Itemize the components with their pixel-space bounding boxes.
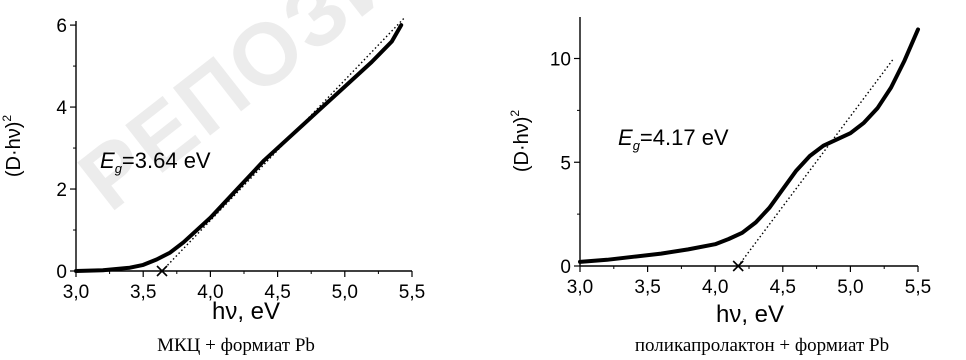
eg-annotation: Eg=4.17 eV (618, 125, 729, 153)
x-axis-label: hν, eV (212, 298, 280, 325)
chart-panel-1: 3,0 3,5 4,0 4,5 5,0 5,5 0 2 4 6 hν, eV (D·hν)2 МКЦ +… (0, 16, 425, 356)
chart-panel-2: 3,0 3,5 4,0 4,5 5,0 5,5 0 5 10 hν, eV (D·hν)2 полик… (508, 17, 931, 356)
x-tick-label: 5,0 (332, 282, 358, 303)
x-tick-label: 3,5 (634, 277, 660, 298)
eg-subscript: g (115, 161, 123, 176)
y-tick-label: 2 (56, 180, 67, 201)
eg-intercept-marker (732, 260, 744, 272)
y-tick-label: 4 (56, 98, 67, 119)
eg-annotation: Eg=3.64 eV (100, 148, 211, 176)
eg-symbol: E (100, 148, 115, 173)
x-tick-label: 3,0 (567, 277, 593, 298)
absorption-curve (578, 27, 920, 264)
x-tick-label: 5,5 (905, 277, 931, 298)
eg-value: =3.64 eV (122, 148, 211, 173)
absorption-curve (74, 23, 404, 273)
eg-symbol: E (618, 125, 633, 150)
y-tick-label: 5 (560, 153, 571, 174)
eg-intercept-marker (156, 265, 168, 277)
x-tick-label: 3,5 (130, 282, 156, 303)
tangent-line (737, 58, 895, 267)
y-tick-label: 0 (560, 257, 571, 278)
y-tick-label: 0 (56, 262, 67, 283)
y-axis-label: (D·hν)2 (508, 110, 533, 173)
x-tick-label: 4,0 (702, 277, 728, 298)
panel-caption: поликапролактон + формиат Pb (635, 335, 889, 356)
eg-subscript: g (633, 138, 641, 153)
y-tick-label: 6 (56, 16, 67, 37)
y-axis-label-exponent: 2 (0, 115, 14, 122)
x-tick-label: 4,5 (770, 277, 796, 298)
x-tick-label: 3,0 (63, 282, 89, 303)
panel-caption: МКЦ + формиат Pb (157, 335, 315, 356)
x-axis-label: hν, eV (716, 301, 784, 328)
x-tick-label: 5,0 (837, 277, 863, 298)
y-axis-label-exponent: 2 (508, 110, 522, 117)
y-tick-label: 10 (550, 50, 571, 71)
x-tick-label: 4,0 (197, 282, 223, 303)
x-tick-label: 4,5 (264, 282, 290, 303)
tangent-line (161, 16, 406, 272)
y-axis-label: (D·hν)2 (0, 115, 25, 178)
x-tick-label: 5,5 (399, 282, 425, 303)
eg-value: =4.17 eV (640, 125, 729, 150)
